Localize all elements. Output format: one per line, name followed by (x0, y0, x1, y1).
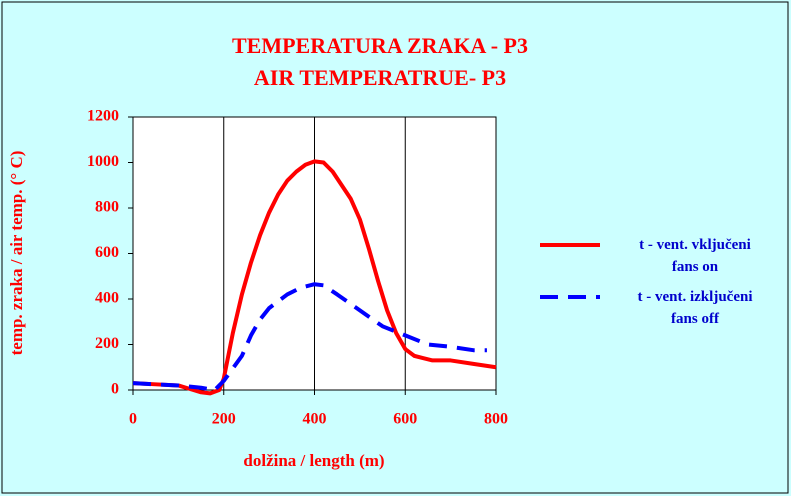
chart-title: TEMPERATURA ZRAKA - P3 (232, 33, 528, 58)
x-tick-label: 0 (129, 411, 137, 428)
y-tick-label: 800 (95, 199, 119, 216)
legend-label: t - vent. vključeni fans on (639, 237, 751, 275)
x-axis-label: dolžina / length (m) (243, 451, 384, 470)
y-axis-label: temp. zraka / air temp. (° C) (7, 151, 26, 356)
x-tick-label: 200 (212, 411, 236, 428)
chart-subtitle: AIR TEMPERATRUE- P3 (254, 65, 506, 90)
x-tick-label: 400 (303, 411, 327, 428)
y-tick-label: 400 (95, 290, 119, 307)
x-tick-label: 800 (484, 411, 508, 428)
y-tick-label: 1000 (87, 153, 119, 170)
y-tick-label: 200 (95, 335, 119, 352)
series-line (132, 159, 497, 396)
y-tick-label: 600 (95, 244, 119, 261)
y-tick-label: 1200 (87, 108, 119, 125)
y-tick-label: 0 (111, 381, 119, 398)
legend-label: t - vent. izključeni fans off (637, 289, 753, 327)
series-line (132, 282, 487, 392)
x-tick-label: 600 (393, 411, 417, 428)
